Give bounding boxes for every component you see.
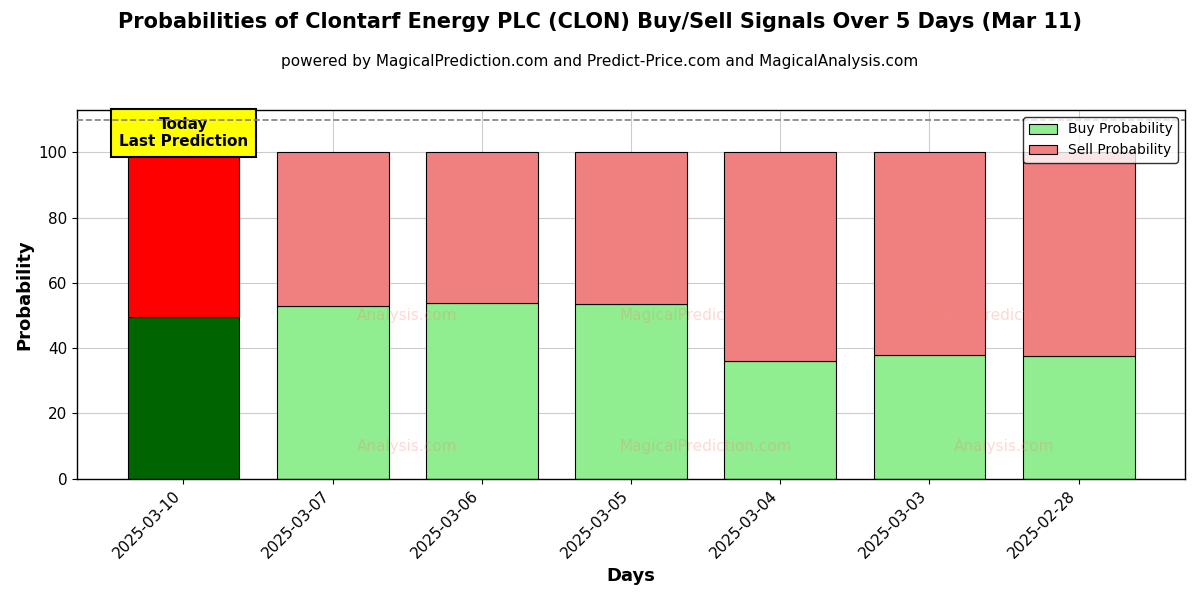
Bar: [1022, 152, 1135, 356]
Text: powered by MagicalPrediction.com and Predict-Price.com and MagicalAnalysis.com: powered by MagicalPrediction.com and Pre…: [281, 54, 919, 69]
Bar: [725, 152, 836, 361]
Bar: [874, 152, 985, 355]
Bar: [426, 302, 538, 479]
Bar: [426, 152, 538, 302]
Text: MagicalPrediction.com: MagicalPrediction.com: [619, 439, 792, 454]
Bar: [874, 355, 985, 479]
Bar: [575, 304, 688, 479]
Bar: [725, 361, 836, 479]
Bar: [277, 306, 389, 479]
Y-axis label: Probability: Probability: [14, 239, 32, 350]
Text: Probabilities of Clontarf Energy PLC (CLON) Buy/Sell Signals Over 5 Days (Mar 11: Probabilities of Clontarf Energy PLC (CL…: [118, 12, 1082, 32]
Legend: Buy Probability, Sell Probability: Buy Probability, Sell Probability: [1024, 117, 1178, 163]
Text: MagicalPrediction.com: MagicalPrediction.com: [918, 308, 1091, 323]
Text: MagicalPrediction.com: MagicalPrediction.com: [619, 308, 792, 323]
Bar: [127, 152, 240, 317]
Bar: [575, 152, 688, 304]
Bar: [1022, 356, 1135, 479]
Text: Analysis.com: Analysis.com: [954, 439, 1055, 454]
Bar: [277, 152, 389, 306]
Bar: [127, 317, 240, 479]
Text: Analysis.com: Analysis.com: [358, 308, 457, 323]
Text: Today
Last Prediction: Today Last Prediction: [119, 116, 248, 149]
X-axis label: Days: Days: [607, 567, 655, 585]
Text: Analysis.com: Analysis.com: [358, 439, 457, 454]
